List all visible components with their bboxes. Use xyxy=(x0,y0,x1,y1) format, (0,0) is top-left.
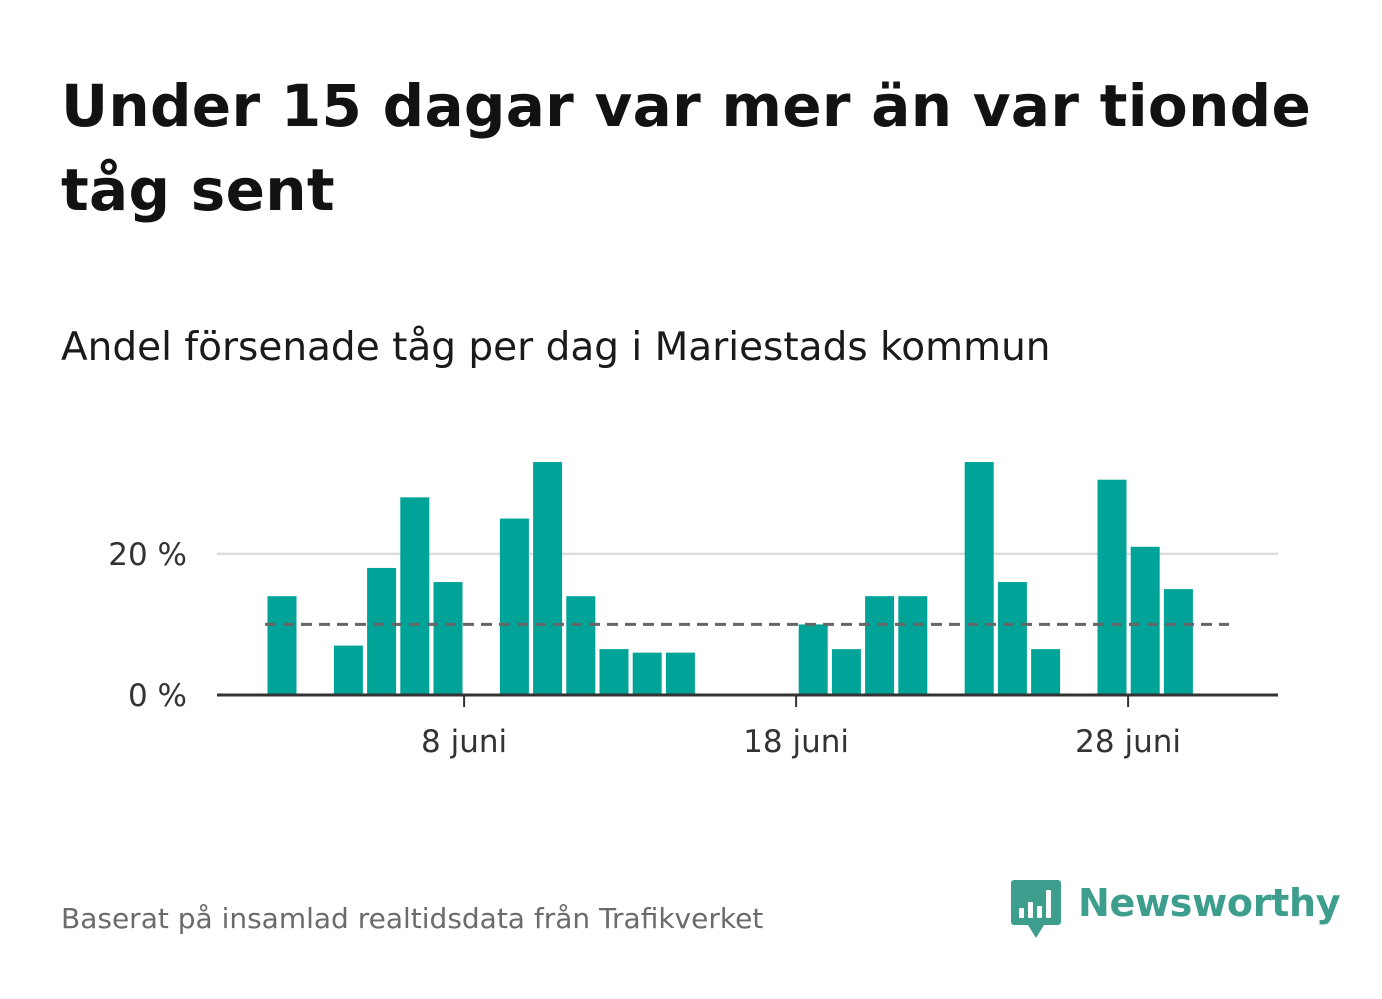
source-note: Baserat på insamlad realtidsdata från Tr… xyxy=(61,902,764,935)
bar xyxy=(433,582,463,695)
y-tick-label: 20 % xyxy=(108,537,187,573)
bar xyxy=(1163,589,1193,695)
bar xyxy=(798,624,828,695)
bar xyxy=(964,462,994,695)
bar xyxy=(599,649,629,695)
chart-subtitle: Andel försenade tåg per dag i Mariestads… xyxy=(61,325,1051,370)
bar xyxy=(400,497,430,695)
x-tick-label: 28 juni xyxy=(1075,724,1181,760)
bar xyxy=(333,645,363,695)
y-tick-label: 0 % xyxy=(128,678,187,714)
brand-logo[interactable]: Newsworthy xyxy=(1010,878,1341,942)
bar xyxy=(997,582,1027,695)
bar xyxy=(1031,649,1061,695)
bar xyxy=(898,596,928,695)
brand-name: Newsworthy xyxy=(1078,881,1341,925)
bar-layer xyxy=(267,462,1193,695)
bar xyxy=(632,652,662,695)
x-tick-label: 18 juni xyxy=(743,724,849,760)
x-tick-label: 8 juni xyxy=(421,724,507,760)
bar xyxy=(665,652,695,695)
bar xyxy=(831,649,861,695)
bar xyxy=(367,567,397,695)
bar xyxy=(267,596,297,695)
bar xyxy=(1130,546,1160,695)
newsworthy-logo-icon xyxy=(1011,880,1061,938)
axis-layer: 0 % 20 % 8 juni 18 juni 28 juni xyxy=(108,537,1278,760)
bar xyxy=(865,596,895,695)
bar xyxy=(566,596,596,695)
chart-title: Under 15 dagar var mer än var tionde tåg… xyxy=(61,72,1312,224)
bar xyxy=(499,518,529,695)
bar xyxy=(1097,479,1127,695)
bar xyxy=(533,462,563,695)
bar-chart: 0 % 20 % 8 juni 18 juni 28 juni xyxy=(108,462,1278,760)
